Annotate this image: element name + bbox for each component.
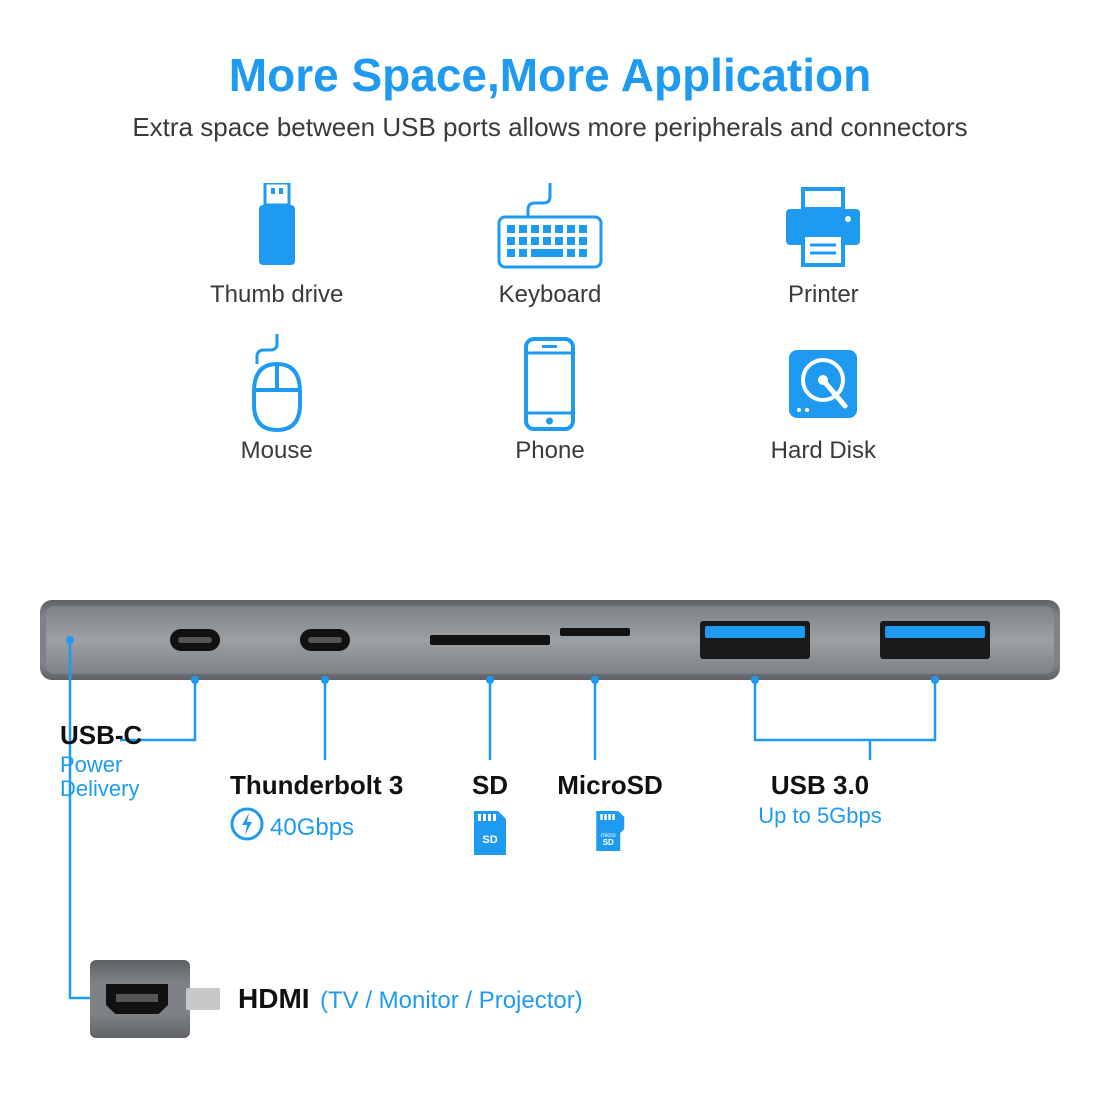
label-microsd: MicroSD micro SD bbox=[557, 770, 662, 853]
usbc-port-2 bbox=[300, 629, 350, 651]
peripheral-keyboard: Keyboard bbox=[413, 183, 686, 309]
peripheral-label: Keyboard bbox=[499, 281, 602, 309]
peripheral-label: Printer bbox=[788, 281, 859, 309]
peripheral-phone: Phone bbox=[413, 339, 686, 465]
printer-icon bbox=[778, 183, 868, 273]
peripheral-mouse: Mouse bbox=[140, 339, 413, 465]
usbc-port-1 bbox=[170, 629, 220, 651]
callout-lines bbox=[0, 0, 1100, 1100]
label-usbc-main: USB-C bbox=[60, 720, 142, 751]
label-thunderbolt-sub: 40Gbps bbox=[270, 814, 354, 842]
svg-text:SD: SD bbox=[482, 834, 497, 846]
label-microsd-main: MicroSD bbox=[557, 770, 662, 801]
label-usb3-main: USB 3.0 bbox=[758, 770, 882, 801]
hdmi-block: HDMI (TV / Monitor / Projector) bbox=[90, 960, 583, 1038]
hdmi-connector-icon bbox=[90, 960, 220, 1038]
svg-text:SD: SD bbox=[602, 838, 613, 847]
sd-card-icon: SD bbox=[470, 809, 510, 857]
keyboard-icon bbox=[495, 183, 605, 273]
hdmi-sub: (TV / Monitor / Projector) bbox=[320, 987, 583, 1014]
label-usbc-sub: Power Delivery bbox=[60, 753, 142, 801]
label-thunderbolt-main: Thunderbolt 3 bbox=[230, 770, 403, 801]
page-subtitle: Extra space between USB ports allows mor… bbox=[0, 112, 1100, 143]
thumbdrive-icon bbox=[247, 183, 307, 273]
usba-port-2 bbox=[880, 621, 990, 659]
sd-port bbox=[430, 635, 550, 645]
thunderbolt-icon bbox=[230, 807, 264, 846]
peripheral-label: Hard Disk bbox=[771, 437, 876, 465]
microsd-card-icon: micro SD bbox=[557, 809, 662, 853]
peripheral-printer: Printer bbox=[687, 183, 960, 309]
label-usb3-sub: Up to 5Gbps bbox=[758, 803, 882, 829]
page-title: More Space,More Application bbox=[0, 0, 1100, 102]
peripheral-thumbdrive: Thumb drive bbox=[140, 183, 413, 309]
peripheral-label: Phone bbox=[515, 437, 584, 465]
label-usb3: USB 3.0 Up to 5Gbps bbox=[758, 770, 882, 829]
hub-body bbox=[40, 600, 1060, 680]
microsd-port bbox=[560, 628, 630, 636]
hdmi-label: HDMI bbox=[238, 983, 310, 1014]
label-sd: SD SD bbox=[470, 770, 510, 857]
label-sd-main: SD bbox=[470, 770, 510, 801]
harddisk-icon bbox=[783, 339, 863, 429]
peripheral-grid: Thumb drive Keyboard bbox=[140, 183, 960, 465]
mouse-icon bbox=[242, 339, 312, 429]
peripheral-harddisk: Hard Disk bbox=[687, 339, 960, 465]
phone-icon bbox=[522, 339, 577, 429]
label-usbc: USB-C Power Delivery bbox=[60, 720, 142, 801]
peripheral-label: Mouse bbox=[241, 437, 313, 465]
label-thunderbolt: Thunderbolt 3 40Gbps bbox=[230, 770, 403, 846]
usba-port-1 bbox=[700, 621, 810, 659]
peripheral-label: Thumb drive bbox=[210, 281, 343, 309]
